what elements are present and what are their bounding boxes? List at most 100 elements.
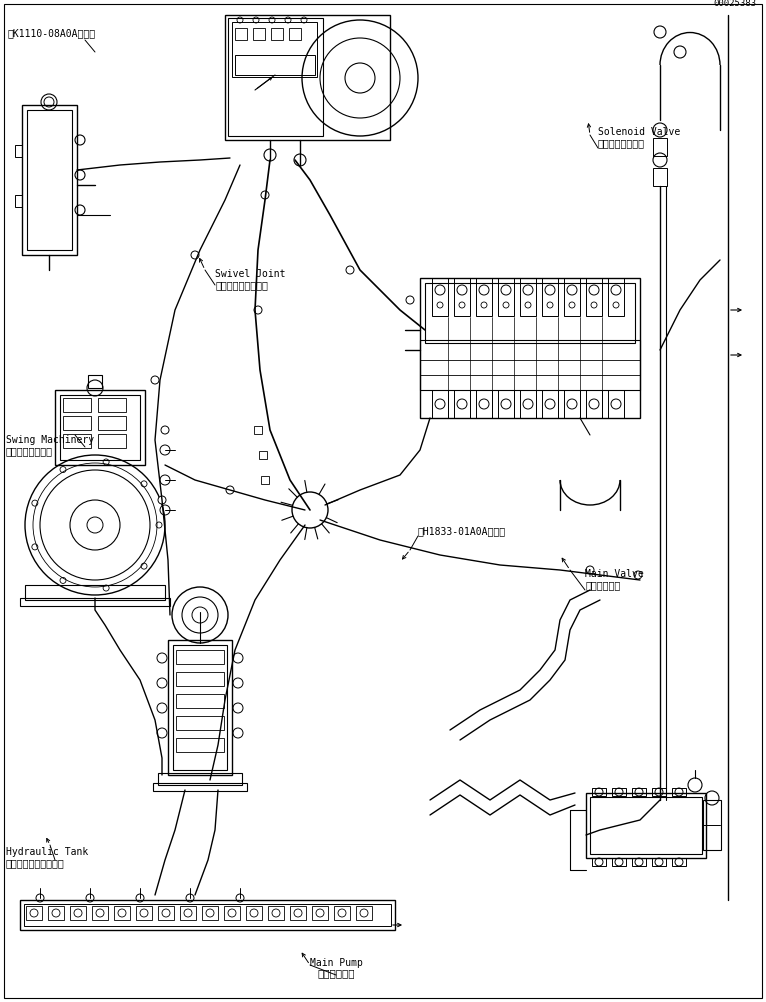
Bar (235, 28, 247, 40)
Text: スイベルジョイント: スイベルジョイント (215, 280, 268, 290)
Bar (356, 906, 372, 920)
Bar (225, 15, 390, 140)
Bar (235, 55, 315, 75)
Bar (176, 650, 224, 664)
Text: メインポンプ: メインポンプ (317, 968, 355, 978)
Bar (476, 390, 492, 418)
Bar (63, 434, 91, 448)
Bar (27, 110, 72, 250)
Bar (612, 788, 626, 796)
Bar (592, 858, 606, 866)
Bar (176, 694, 224, 708)
Bar (98, 416, 126, 430)
Bar (55, 390, 145, 465)
Circle shape (226, 486, 234, 494)
Text: 第K1110-08A0A図参照: 第K1110-08A0A図参照 (8, 28, 96, 38)
Bar (176, 738, 224, 752)
Bar (25, 585, 165, 600)
Bar (232, 22, 317, 77)
Bar (432, 390, 448, 418)
Text: Hydraulic Tank: Hydraulic Tank (6, 847, 88, 857)
Circle shape (586, 566, 594, 574)
Bar (420, 360, 640, 375)
Bar (652, 788, 666, 796)
Bar (420, 278, 640, 418)
Bar (672, 788, 686, 796)
Bar (60, 395, 140, 460)
Bar (703, 800, 721, 850)
Bar (98, 434, 126, 448)
Bar (176, 672, 224, 686)
Bar (173, 645, 227, 770)
Bar (153, 783, 247, 791)
Bar (476, 278, 492, 316)
Circle shape (191, 250, 199, 259)
Circle shape (151, 376, 159, 384)
Text: 第H1833-01A0A図参照: 第H1833-01A0A図参照 (418, 526, 506, 536)
Bar (586, 390, 602, 418)
Bar (608, 278, 624, 316)
Text: Main Valve: Main Valve (585, 569, 643, 579)
Bar (632, 858, 646, 866)
Bar (289, 28, 301, 40)
Bar (88, 375, 102, 388)
Text: ソレノイドバルブ: ソレノイドバルブ (598, 138, 645, 148)
Bar (15, 195, 22, 207)
Text: Solenoid Valve: Solenoid Valve (598, 127, 680, 137)
Text: 00025383: 00025383 (713, 0, 756, 8)
Bar (24, 904, 391, 926)
Bar (312, 906, 328, 920)
Bar (259, 451, 267, 459)
Bar (542, 278, 558, 316)
Circle shape (634, 571, 642, 579)
Text: Main Pump: Main Pump (309, 958, 362, 968)
Bar (271, 28, 283, 40)
Bar (63, 398, 91, 412)
Bar (20, 900, 395, 930)
Text: スイングマシナリ: スイングマシナリ (6, 446, 53, 456)
Bar (70, 906, 86, 920)
Bar (334, 906, 350, 920)
Bar (454, 390, 470, 418)
Bar (15, 145, 22, 157)
Bar (98, 398, 126, 412)
Bar (246, 906, 262, 920)
Bar (48, 906, 64, 920)
Bar (224, 906, 240, 920)
Bar (652, 858, 666, 866)
Bar (202, 906, 218, 920)
Bar (608, 390, 624, 418)
Bar (498, 278, 514, 316)
Bar (420, 340, 640, 390)
Circle shape (161, 426, 169, 434)
Bar (92, 906, 108, 920)
Text: Swing Machinery: Swing Machinery (6, 435, 94, 445)
Bar (454, 278, 470, 316)
Bar (114, 906, 130, 920)
Bar (228, 18, 323, 136)
Bar (586, 793, 706, 858)
Bar (253, 28, 265, 40)
Bar (290, 906, 306, 920)
Bar (542, 390, 558, 418)
Bar (136, 906, 152, 920)
Bar (520, 278, 536, 316)
Bar (653, 138, 667, 156)
Bar (176, 716, 224, 730)
Text: メインバルブ: メインバルブ (585, 580, 620, 590)
Circle shape (254, 306, 262, 314)
Bar (564, 390, 580, 418)
Circle shape (406, 296, 414, 304)
Bar (592, 788, 606, 796)
Bar (612, 858, 626, 866)
Bar (261, 476, 269, 484)
Circle shape (261, 191, 269, 199)
Bar (672, 858, 686, 866)
Bar (180, 906, 196, 920)
Circle shape (158, 496, 166, 504)
Text: ハイドロリックタンク: ハイドロリックタンク (6, 858, 65, 868)
Bar (653, 168, 667, 186)
Text: Swivel Joint: Swivel Joint (215, 269, 286, 279)
Bar (168, 640, 232, 775)
Bar (158, 773, 242, 785)
